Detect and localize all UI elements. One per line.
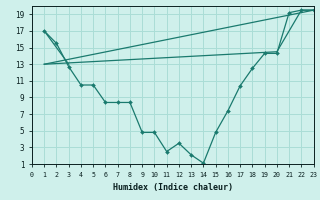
X-axis label: Humidex (Indice chaleur): Humidex (Indice chaleur) bbox=[113, 183, 233, 192]
